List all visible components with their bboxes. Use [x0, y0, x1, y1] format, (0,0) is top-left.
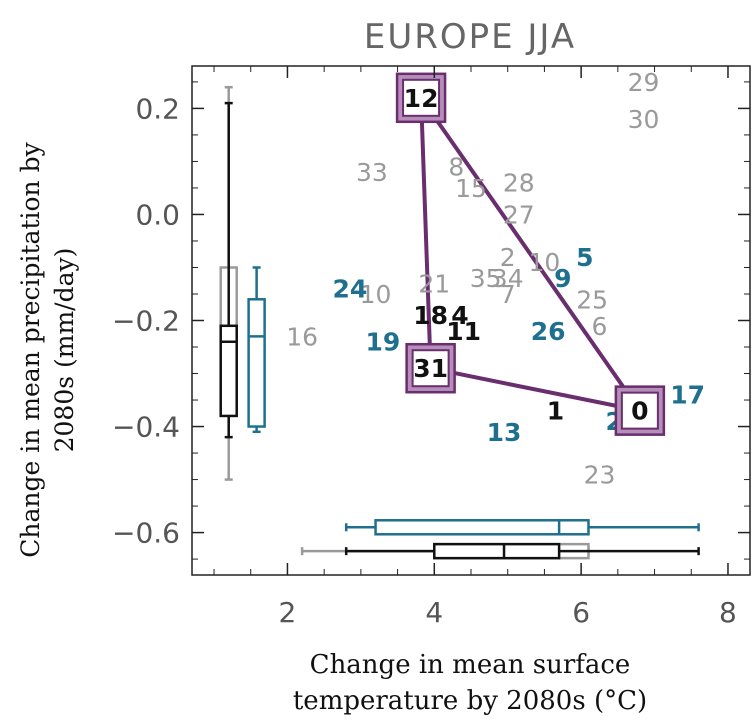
x-tick-label: 4: [425, 596, 443, 629]
x-tick-label: 8: [719, 596, 737, 629]
y-boxplot-black: [219, 101, 238, 439]
data-point-label: 17: [670, 381, 705, 410]
axis-ticks: 2 4 6 80.20.0−0.2−0.4−0.6: [112, 66, 750, 629]
highlighted-point-label: 31: [413, 354, 448, 383]
boxplots: [219, 85, 700, 560]
data-point-label: 30: [628, 105, 660, 134]
x-boxplot-blue: [344, 519, 700, 536]
data-point-label: 15: [455, 174, 487, 203]
data-point-label: 2: [500, 243, 516, 272]
data-point-label: 1: [547, 397, 564, 426]
highlighted-point: 0: [614, 385, 666, 436]
triangle-outline: [419, 95, 642, 413]
highlight-inner-box: [620, 391, 659, 430]
box: [433, 542, 561, 560]
data-point-label: 11: [446, 317, 481, 346]
x-tick-label: 2: [279, 596, 297, 629]
y-axis-label-line1: Change in mean precipitation by: [16, 142, 45, 558]
highlighted-point-label: 0: [631, 397, 648, 426]
box: [219, 324, 238, 418]
x-boxplot-black: [344, 542, 700, 560]
x-axis-label-line1: Change in mean surface: [309, 650, 631, 680]
data-point-label: 6: [592, 312, 608, 341]
y-axis-label-line2: 2080s (mm/day): [50, 247, 79, 453]
y-tick-label: 0.0: [135, 198, 180, 231]
y-boxplot-blue: [247, 266, 266, 434]
y-tick-label: −0.6: [112, 517, 180, 550]
y-axis-label: Change in mean precipitation by 2080s (m…: [14, 60, 82, 640]
data-point-label: 35: [470, 264, 502, 293]
data-point-label: 27: [503, 200, 535, 229]
y-tick-label: 0.2: [135, 92, 180, 125]
data-point-label: 24: [332, 275, 367, 304]
chart-title: EUROPE JJA: [364, 17, 576, 57]
y-tick-label: −0.4: [112, 411, 180, 444]
data-point-label: 33: [356, 158, 388, 187]
data-point-label: 25: [576, 285, 608, 314]
highlight-inner-box: [402, 78, 441, 117]
data-point-label: 34: [492, 264, 524, 293]
data-point-label: 19: [365, 328, 400, 357]
y-tick-label: −0.2: [112, 305, 180, 338]
box: [374, 519, 590, 536]
data-point-label: 8: [448, 153, 464, 182]
data-point-label: 18: [413, 301, 448, 330]
data-point-label: 29: [628, 68, 660, 97]
highlight-triangle: [419, 95, 642, 413]
box: [247, 298, 266, 428]
highlighted-point: 12: [395, 72, 447, 124]
data-point-label: 23: [584, 460, 616, 489]
data-point-label: 13: [487, 418, 522, 447]
highlight-inner-box: [411, 349, 450, 388]
data-point-label: 10: [360, 280, 392, 309]
data-point-label: 5: [576, 243, 593, 272]
x-tick-label: 6: [572, 596, 590, 629]
data-point-label: 26: [531, 317, 566, 346]
data-point-label: 16: [286, 322, 318, 351]
data-point-label: 9: [554, 264, 571, 293]
data-point-label: 28: [503, 169, 535, 198]
highlighted-point: 31: [405, 342, 456, 394]
data-point-label: 10: [529, 248, 561, 277]
x-axis-label-line2: temperature by 2080s (°C): [292, 686, 648, 716]
data-point-label: 21: [418, 269, 450, 298]
data-point-label: 7: [500, 280, 516, 309]
data-point-label: 4: [451, 301, 468, 330]
highlighted-point-label: 12: [404, 84, 439, 113]
